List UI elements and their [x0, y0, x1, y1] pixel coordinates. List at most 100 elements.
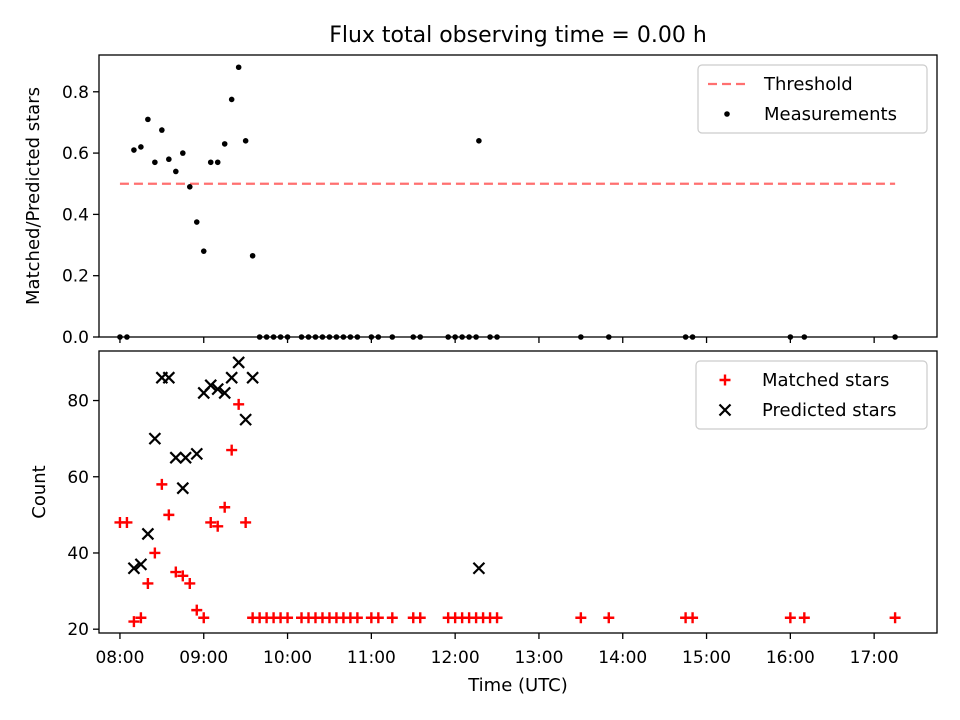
x-tick-label: 16:00 [766, 648, 815, 668]
y-tick-label: 20 [67, 620, 89, 640]
data-point [207, 159, 214, 166]
x-tick-label: 17:00 [850, 648, 899, 668]
legend-marker [719, 374, 731, 386]
data-point [472, 561, 486, 575]
data-point [232, 356, 245, 369]
data-point [142, 577, 154, 589]
y-tick-label: 0.8 [62, 83, 89, 103]
data-point [162, 371, 176, 384]
data-point [204, 379, 218, 392]
data-point [145, 116, 151, 123]
data-point [198, 612, 210, 624]
data-point [242, 138, 249, 144]
y-tick-label: 0.6 [62, 144, 89, 164]
data-point [476, 138, 482, 144]
plot-frame [98, 350, 938, 634]
data-point [176, 481, 190, 495]
y-tick-label: 0.0 [62, 328, 89, 348]
data-point [784, 612, 796, 624]
data-point [191, 604, 203, 616]
data-point [152, 159, 158, 166]
data-point [205, 516, 217, 528]
data-point [166, 156, 172, 163]
x-tick-label: 14:00 [598, 648, 647, 668]
data-point [240, 516, 252, 528]
data-point [351, 612, 363, 624]
x-tick-label: 15:00 [682, 648, 731, 668]
data-point [233, 398, 245, 410]
data-point [138, 144, 144, 150]
data-point [221, 141, 228, 147]
data-point [156, 478, 168, 490]
data-point [190, 447, 204, 461]
data-point [687, 612, 699, 624]
data-point [173, 168, 179, 175]
data-point [131, 147, 137, 153]
data-point [135, 612, 147, 624]
data-point [163, 509, 175, 521]
data-point [127, 561, 141, 575]
x-tick-label: 10:00 [263, 648, 312, 668]
data-point [414, 612, 426, 624]
data-point [372, 612, 384, 624]
data-point [211, 382, 224, 396]
legend-label: Predicted stars [762, 400, 896, 421]
ratio-panel: 0.0 0.2 0.4 0.6 0.8 Matched/Predicted stars Th… [23, 54, 938, 348]
data-point [134, 558, 148, 571]
legend-box [697, 64, 928, 134]
data-point [149, 547, 161, 559]
legend-label: Matched stars [762, 370, 889, 391]
data-point [386, 612, 398, 624]
data-point [141, 527, 155, 541]
x-tick-label: 08:00 [95, 648, 144, 668]
y-tick-label: 80 [67, 392, 89, 412]
data-point [180, 150, 186, 156]
y-tick-label: 0.4 [62, 205, 89, 225]
data-point [128, 616, 140, 628]
data-point [148, 432, 162, 445]
x-tick-label: 13:00 [514, 648, 563, 668]
y-axis-label: Matched/Predicted stars [23, 87, 44, 305]
y-tick-label: 60 [67, 468, 89, 488]
data-point [249, 252, 256, 259]
plot-frame [98, 54, 938, 338]
data-point [228, 96, 235, 103]
data-point [798, 612, 810, 624]
data-point [219, 501, 231, 513]
x-tick-label: 12:00 [431, 648, 480, 668]
data-point [889, 612, 901, 624]
data-point [170, 566, 182, 578]
data-point [246, 371, 259, 384]
legend-marker [718, 403, 732, 417]
data-point [214, 159, 221, 166]
data-point [121, 516, 133, 528]
data-point [177, 570, 189, 582]
legend-marker [724, 111, 730, 117]
data-point [225, 371, 238, 384]
data-point [184, 577, 196, 589]
data-point [491, 612, 503, 624]
chart-title: Flux total observing time = 0.00 h [329, 23, 707, 48]
data-point [159, 127, 165, 133]
legend-box [695, 360, 928, 430]
data-point [200, 248, 207, 254]
legend-label: Threshold [763, 74, 853, 95]
data-point [218, 386, 231, 400]
data-point [193, 219, 200, 225]
data-point [226, 444, 238, 456]
x-axis-label: Time (UTC) [467, 675, 568, 696]
data-point [575, 612, 587, 624]
y-axis-label: Count [29, 465, 50, 518]
y-tick-label: 0.2 [62, 267, 89, 287]
data-point [179, 451, 192, 464]
count-panel: 20 40 60 80 08:00 09:00 10:00 11:00 12:00 13:00 14… [29, 350, 938, 668]
legend-label: Measurements [764, 104, 897, 125]
y-tick-label: 40 [67, 544, 89, 564]
data-point [186, 184, 193, 190]
data-point [235, 64, 242, 71]
data-point [282, 612, 294, 624]
data-point [603, 612, 615, 624]
data-point [212, 520, 224, 532]
data-point [239, 413, 252, 426]
